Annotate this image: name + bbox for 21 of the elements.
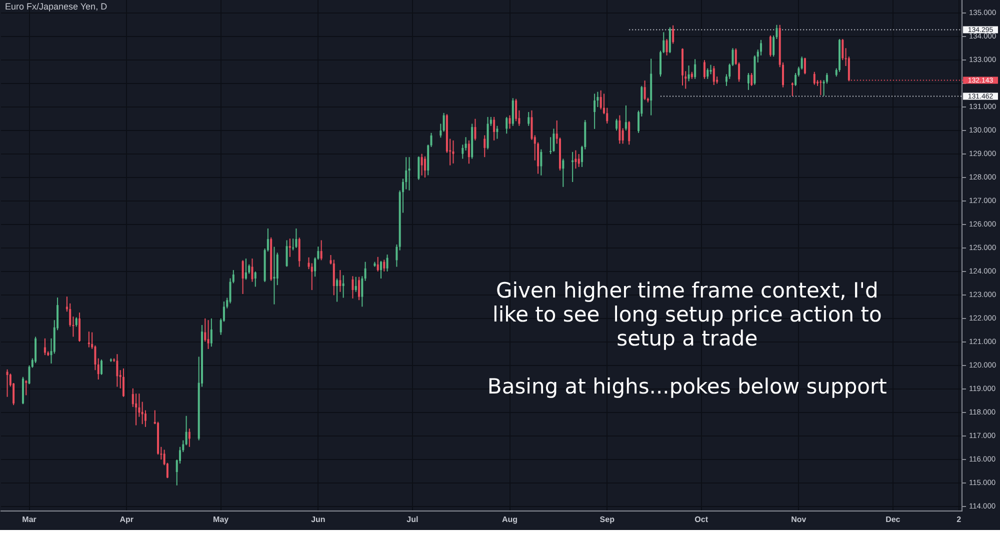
x-tick-label: Mar (22, 515, 36, 524)
x-tick-label: Nov (791, 515, 807, 524)
annotation: Basing at highs...pokes below support (487, 374, 887, 398)
x-tick-label: Jun (311, 515, 326, 524)
chart-title: Euro Fx/Japanese Yen, D (5, 1, 108, 12)
x-tick-label: Aug (502, 515, 518, 524)
candlestick (88, 332, 90, 348)
x-tick-label: May (213, 515, 230, 524)
x-tick-label: Jul (406, 515, 418, 524)
candlestick (273, 246, 276, 304)
x-tick-label: Sep (600, 515, 615, 524)
candlestick (408, 157, 410, 190)
x-tick-label: 2 (956, 515, 962, 524)
candlestick (342, 275, 344, 298)
annotation: Given higher time frame context, I'd like to see long setup price action to setup a trade (492, 278, 882, 350)
x-tick-label: Dec (886, 515, 901, 524)
candlestick (820, 80, 822, 96)
x-tick-label: Apr (120, 515, 134, 524)
candlestick (288, 238, 291, 257)
candlestick (572, 152, 574, 182)
x-tick-label: Oct (694, 515, 708, 524)
